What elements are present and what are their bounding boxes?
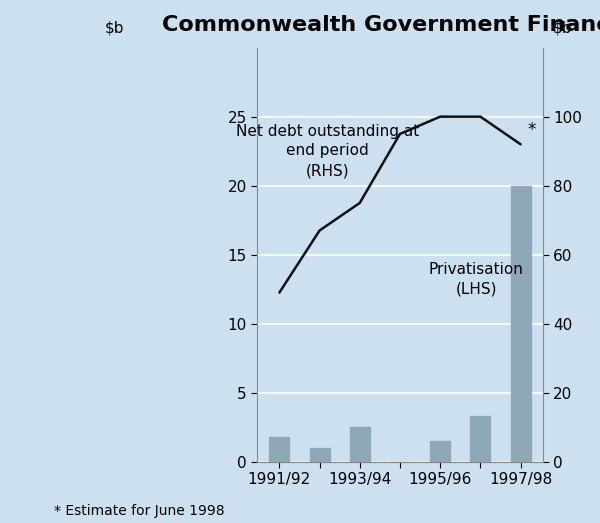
Text: $b: $b <box>553 20 572 35</box>
Text: * Estimate for June 1998: * Estimate for June 1998 <box>54 504 224 518</box>
Bar <box>310 448 329 462</box>
Bar <box>350 427 370 462</box>
Text: Privatisation
(LHS): Privatisation (LHS) <box>429 262 524 297</box>
Bar <box>269 437 289 462</box>
Bar <box>511 186 530 462</box>
Title: Commonwealth Government Finances: Commonwealth Government Finances <box>162 15 600 35</box>
Text: $b: $b <box>105 20 124 35</box>
Bar <box>430 441 450 462</box>
Bar <box>470 416 490 462</box>
Text: *: * <box>528 121 536 139</box>
Text: Net debt outstanding at
end period
(RHS): Net debt outstanding at end period (RHS) <box>236 123 419 178</box>
